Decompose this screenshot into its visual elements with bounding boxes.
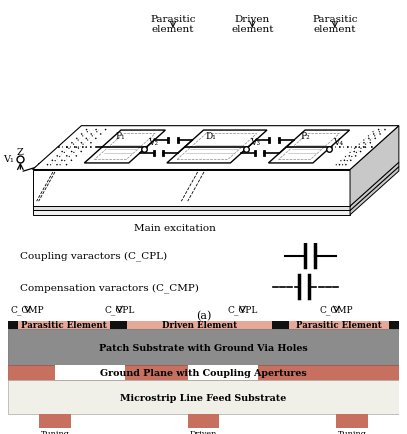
Polygon shape bbox=[33, 170, 350, 207]
Bar bbox=[289, 321, 389, 329]
Text: C_CMP: C_CMP bbox=[11, 305, 44, 315]
Polygon shape bbox=[269, 131, 350, 164]
Text: Patch Substrate with Ground Via Holes: Patch Substrate with Ground Via Holes bbox=[99, 343, 308, 352]
Text: Driven
Feed: Driven Feed bbox=[190, 429, 217, 434]
Text: Z: Z bbox=[17, 148, 24, 157]
Text: V₄: V₄ bbox=[333, 138, 343, 147]
Text: Main excitation: Main excitation bbox=[134, 224, 217, 233]
Polygon shape bbox=[33, 207, 350, 211]
Text: D₁: D₁ bbox=[205, 132, 216, 141]
Polygon shape bbox=[350, 163, 399, 211]
Text: Parasitic
element: Parasitic element bbox=[150, 15, 196, 34]
Text: C_CPL: C_CPL bbox=[104, 305, 135, 315]
Polygon shape bbox=[33, 211, 350, 215]
Bar bbox=[8, 365, 399, 381]
Text: Parasitic Element: Parasitic Element bbox=[21, 321, 107, 330]
Text: V₂: V₂ bbox=[149, 138, 159, 147]
Polygon shape bbox=[350, 126, 399, 207]
Text: Tuning
Stub: Tuning Stub bbox=[337, 429, 366, 434]
Text: Parasitic
element: Parasitic element bbox=[312, 15, 358, 34]
Bar bbox=[188, 365, 258, 381]
Text: Ground Plane with Coupling Apertures: Ground Plane with Coupling Apertures bbox=[100, 368, 307, 378]
Text: C_CPL: C_CPL bbox=[228, 305, 258, 315]
Text: C_CMP: C_CMP bbox=[319, 305, 353, 315]
Text: P₁: P₁ bbox=[115, 132, 125, 141]
Bar bbox=[188, 414, 219, 428]
Bar bbox=[8, 381, 399, 414]
Polygon shape bbox=[167, 131, 267, 164]
Text: P₂: P₂ bbox=[301, 132, 311, 141]
Text: V₃: V₃ bbox=[250, 138, 260, 147]
Bar bbox=[55, 365, 125, 381]
Text: Driven Element: Driven Element bbox=[162, 321, 237, 330]
Text: Compensation varactors (C_CMP): Compensation varactors (C_CMP) bbox=[20, 282, 199, 292]
Text: (a): (a) bbox=[196, 310, 211, 321]
Text: Coupling varactors (C_CPL): Coupling varactors (C_CPL) bbox=[20, 251, 167, 261]
Text: Parasitic Element: Parasitic Element bbox=[296, 321, 382, 330]
Bar bbox=[336, 414, 368, 428]
Text: Tuning
Stub: Tuning Stub bbox=[41, 429, 70, 434]
Text: Tuning stub: Tuning stub bbox=[199, 191, 259, 200]
Polygon shape bbox=[84, 131, 165, 164]
Polygon shape bbox=[350, 167, 399, 215]
Bar bbox=[39, 414, 71, 428]
Bar bbox=[8, 329, 399, 365]
Polygon shape bbox=[33, 126, 399, 170]
Bar bbox=[8, 321, 399, 329]
Bar bbox=[127, 321, 272, 329]
Bar bbox=[18, 321, 110, 329]
Text: Driven
element: Driven element bbox=[231, 15, 274, 34]
Text: Tuning stub: Tuning stub bbox=[57, 191, 116, 200]
Text: Microstrip Line Feed Substrate: Microstrip Line Feed Substrate bbox=[120, 393, 287, 402]
Text: V₁: V₁ bbox=[3, 155, 14, 164]
Text: X: X bbox=[53, 159, 60, 168]
